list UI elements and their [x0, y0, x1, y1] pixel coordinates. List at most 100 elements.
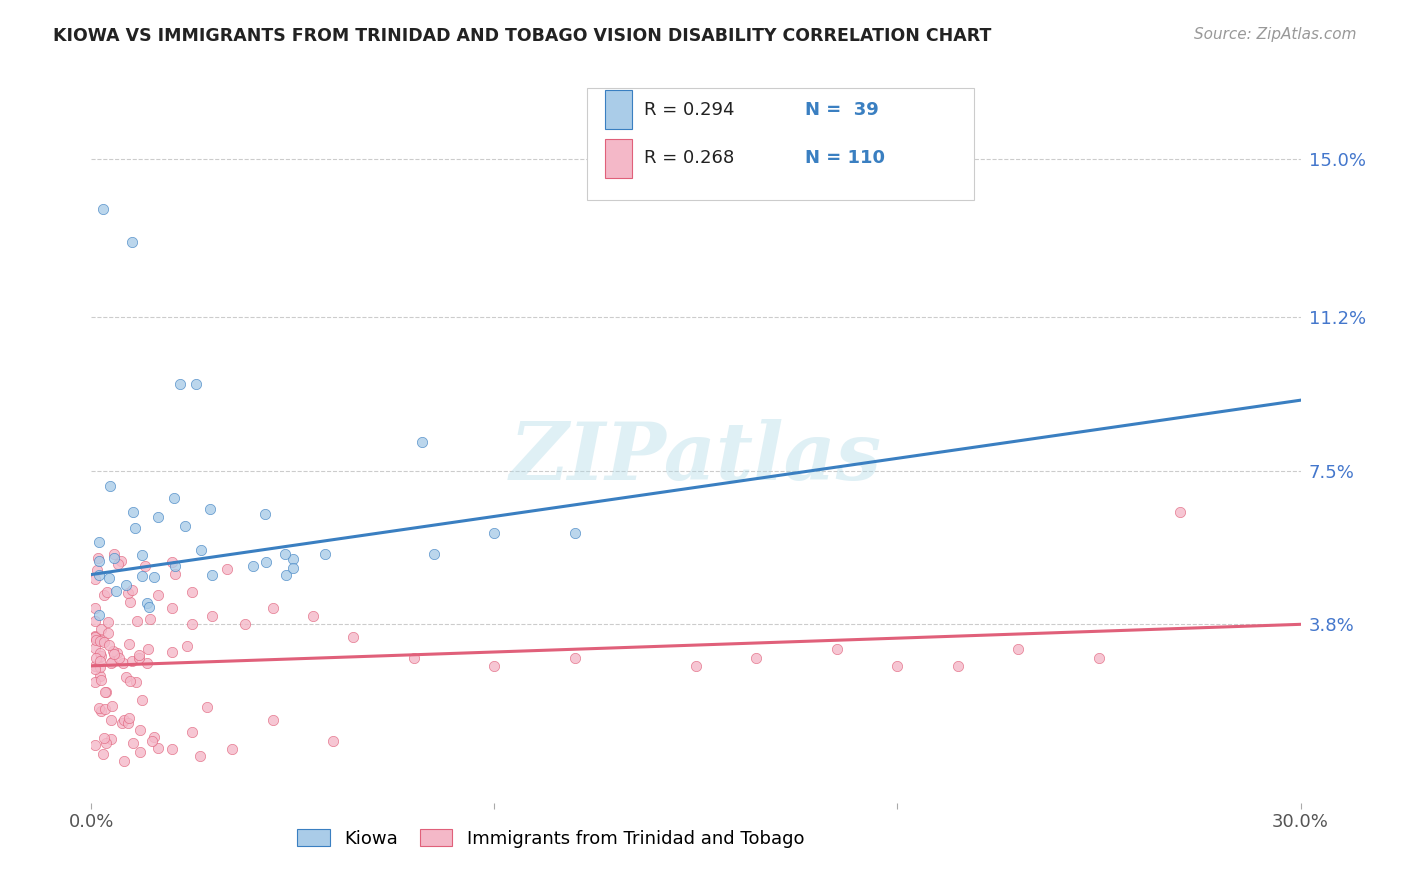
Point — [281, 552, 304, 566]
Point — [128, 651, 150, 665]
Point — [84, 659, 107, 673]
Point — [1007, 642, 1029, 657]
Point — [825, 642, 848, 657]
Point — [96, 685, 118, 699]
Point — [103, 548, 125, 562]
Text: ZIPatlas: ZIPatlas — [510, 419, 882, 497]
Point — [302, 609, 325, 624]
Point — [118, 711, 141, 725]
Point — [101, 655, 124, 669]
Point — [118, 636, 141, 650]
Point — [103, 647, 125, 661]
Point — [121, 654, 143, 668]
Point — [118, 595, 141, 609]
Point — [136, 641, 159, 656]
Point — [90, 623, 112, 637]
Point — [89, 700, 111, 714]
Text: N = 110: N = 110 — [804, 149, 884, 168]
Point — [117, 715, 139, 730]
Point — [114, 713, 136, 727]
Point — [100, 713, 122, 727]
Point — [143, 730, 166, 744]
Point — [84, 738, 107, 752]
Point — [107, 557, 129, 571]
Point — [89, 534, 111, 549]
Point — [262, 713, 284, 727]
Point — [886, 658, 908, 673]
Point — [97, 626, 120, 640]
Point — [90, 648, 112, 663]
Point — [101, 644, 124, 658]
Point — [100, 657, 122, 671]
Point — [93, 731, 115, 745]
FancyBboxPatch shape — [605, 90, 631, 129]
Point — [89, 634, 111, 648]
Point — [90, 633, 112, 648]
Point — [84, 640, 107, 655]
Point — [91, 747, 114, 761]
Point — [146, 740, 169, 755]
Text: Source: ZipAtlas.com: Source: ZipAtlas.com — [1194, 27, 1357, 42]
Point — [105, 583, 128, 598]
Point — [136, 656, 159, 670]
Point — [131, 549, 153, 563]
Point — [136, 596, 159, 610]
Point — [173, 518, 195, 533]
Point — [121, 736, 143, 750]
Point — [86, 563, 108, 577]
Point — [96, 584, 118, 599]
Point — [146, 510, 169, 524]
Point — [110, 553, 132, 567]
Point — [128, 745, 150, 759]
Point — [254, 507, 277, 521]
Point — [89, 568, 111, 582]
Point — [139, 612, 162, 626]
Point — [160, 742, 183, 756]
Point — [112, 657, 135, 671]
Point — [160, 600, 183, 615]
Point — [131, 693, 153, 707]
Point — [274, 568, 297, 582]
Point — [124, 675, 146, 690]
Point — [89, 659, 111, 673]
Point — [274, 547, 297, 561]
Point — [93, 588, 115, 602]
Point — [201, 567, 224, 582]
Point — [125, 614, 148, 628]
Point — [314, 547, 336, 561]
Point — [89, 654, 111, 668]
Point — [160, 644, 183, 658]
FancyBboxPatch shape — [605, 138, 631, 178]
Point — [215, 562, 238, 576]
Point — [195, 700, 218, 714]
Point — [163, 491, 186, 505]
Point — [165, 567, 187, 582]
Point — [89, 553, 111, 567]
FancyBboxPatch shape — [588, 88, 974, 200]
Point — [93, 702, 115, 716]
Point — [181, 725, 204, 739]
Point — [564, 650, 586, 665]
Point — [84, 674, 107, 689]
Point — [134, 559, 156, 574]
Point — [190, 542, 212, 557]
Point — [101, 698, 124, 713]
Point — [745, 650, 768, 665]
Point — [181, 617, 204, 632]
Point — [141, 733, 163, 747]
Point — [131, 569, 153, 583]
Point — [186, 376, 208, 391]
Point — [93, 635, 115, 649]
Point — [176, 639, 198, 653]
Point — [84, 572, 107, 586]
Point — [254, 555, 277, 569]
Point — [100, 732, 122, 747]
Point — [90, 704, 112, 718]
Point — [685, 658, 707, 673]
Point — [411, 434, 433, 449]
Point — [169, 376, 191, 391]
Point — [112, 754, 135, 768]
Point — [97, 615, 120, 629]
Point — [180, 585, 202, 599]
Point — [143, 569, 166, 583]
